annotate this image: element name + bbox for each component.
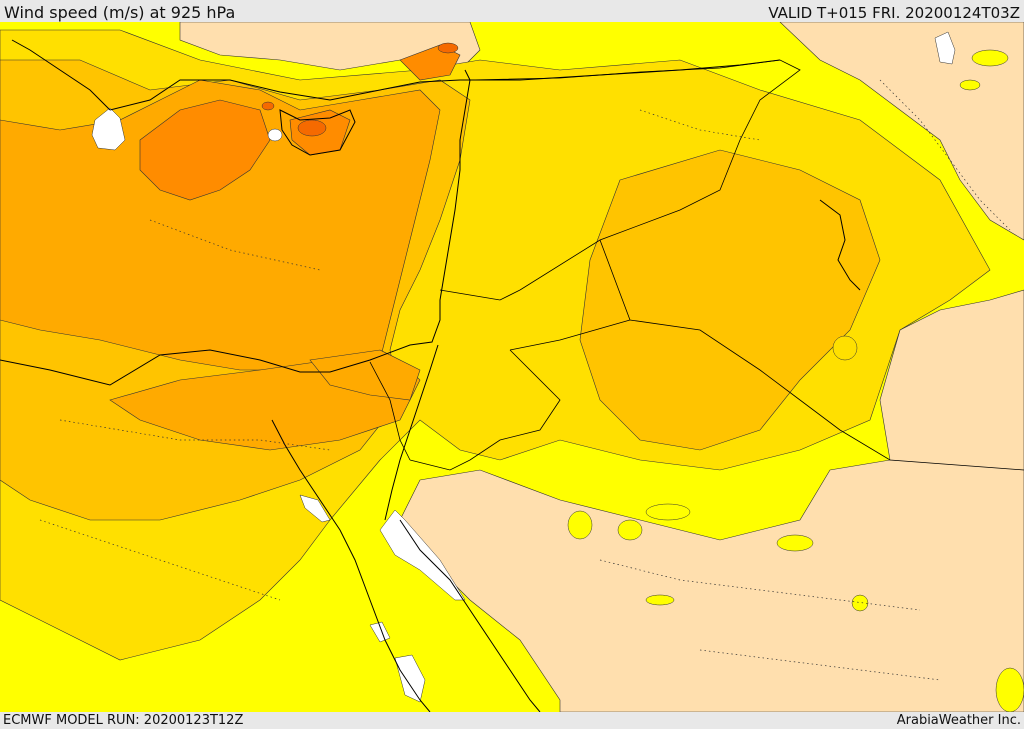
dark-orange-turkey-coast xyxy=(399,44,461,81)
patch xyxy=(645,503,691,521)
orange-zone xyxy=(0,79,441,381)
patch xyxy=(851,594,869,612)
deep-orange-max-north xyxy=(437,42,459,54)
patch xyxy=(617,519,643,541)
patch xyxy=(776,534,814,552)
low-wind-arabia xyxy=(399,289,1024,712)
low-wind-northeast xyxy=(779,22,1024,241)
map-title: Wind speed (m/s) at 925 hPa xyxy=(4,3,236,22)
country-borders xyxy=(369,59,1024,471)
valid-time: VALID T+015 FRI. 20200124T03Z xyxy=(768,4,1020,22)
patch xyxy=(567,510,593,540)
water-red-sea-south xyxy=(394,654,426,703)
patch xyxy=(645,594,675,606)
water-gulf-of-suez xyxy=(299,494,331,523)
wind-speed-map xyxy=(0,22,1024,712)
patch xyxy=(995,667,1024,712)
dark-orange-core xyxy=(139,99,271,201)
patch xyxy=(971,49,1009,67)
contours-dotted xyxy=(39,79,1011,681)
deep-orange-max-cyprus xyxy=(297,119,327,137)
water-red-sea-mid xyxy=(369,621,391,643)
model-run-label: ECMWF MODEL RUN: 20200123T12Z xyxy=(3,713,244,728)
water-red-sea-north xyxy=(379,509,466,601)
footer-bar xyxy=(0,712,1024,729)
header-bar xyxy=(0,0,1024,22)
patch xyxy=(832,335,858,361)
water-lake-cyprus xyxy=(267,128,283,142)
orange-sinai xyxy=(309,349,421,401)
patch xyxy=(959,79,981,91)
amber-syria xyxy=(579,149,881,451)
water-east-lake xyxy=(934,31,956,65)
credit-label: ArabiaWeather Inc. xyxy=(896,713,1021,728)
deep-orange-max-west xyxy=(261,101,275,111)
